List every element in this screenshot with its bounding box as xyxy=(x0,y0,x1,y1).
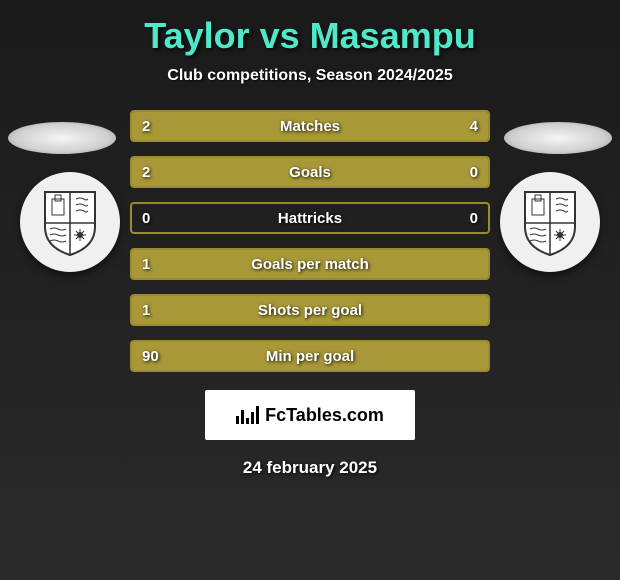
stat-value-right: 0 xyxy=(470,164,478,181)
shield-icon xyxy=(40,187,100,257)
stat-value-right: 4 xyxy=(470,118,478,135)
player-base-right xyxy=(504,122,612,154)
stat-label: Shots per goal xyxy=(132,302,488,319)
date-text: 24 february 2025 xyxy=(0,458,620,478)
club-badge-left xyxy=(20,172,120,272)
subtitle: Club competitions, Season 2024/2025 xyxy=(0,67,620,85)
stat-label: Hattricks xyxy=(132,210,488,227)
player-base-left xyxy=(8,122,116,154)
stat-label: Goals per match xyxy=(132,256,488,273)
stat-label: Min per goal xyxy=(132,348,488,365)
stat-label: Goals xyxy=(132,164,488,181)
chart-icon xyxy=(236,406,259,424)
club-badge-right xyxy=(500,172,600,272)
page-title: Taylor vs Masampu xyxy=(0,15,620,57)
stat-row: 90Min per goal xyxy=(130,340,490,372)
stat-label: Matches xyxy=(132,118,488,135)
stat-value-right: 0 xyxy=(470,210,478,227)
stat-row: 1Shots per goal xyxy=(130,294,490,326)
brand-label: FcTables.com xyxy=(265,405,384,426)
shield-icon xyxy=(520,187,580,257)
stat-row: 2Goals0 xyxy=(130,156,490,188)
brand-box: FcTables.com xyxy=(205,390,415,440)
stats-area: 2Matches42Goals00Hattricks01Goals per ma… xyxy=(130,110,490,372)
main-container: Taylor vs Masampu Club competitions, Sea… xyxy=(0,0,620,580)
stat-row: 0Hattricks0 xyxy=(130,202,490,234)
stat-row: 2Matches4 xyxy=(130,110,490,142)
stat-row: 1Goals per match xyxy=(130,248,490,280)
